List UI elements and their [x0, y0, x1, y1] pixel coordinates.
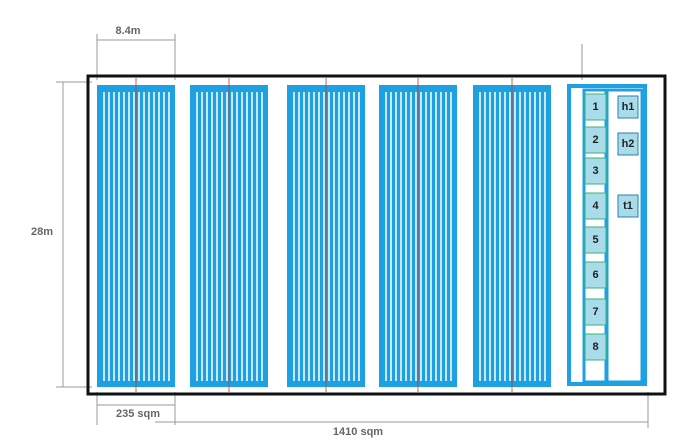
- equipment-box: [617, 132, 639, 156]
- unit-label: 3: [592, 165, 598, 177]
- unit-label: 8: [592, 341, 598, 353]
- unit-box: [584, 226, 607, 254]
- equipment-box: [617, 194, 639, 218]
- unit-label: 2: [592, 134, 598, 146]
- bay-area-label: 235 sqm: [116, 408, 160, 420]
- unit-box: [584, 93, 607, 121]
- equipment: t1: [617, 194, 639, 218]
- building-outline: [86, 74, 667, 396]
- unit-box: [584, 333, 607, 361]
- unit: 6: [584, 261, 607, 289]
- dimension-lines: [56, 34, 649, 428]
- boxes: 1 2 3 4 5 6 7 8 h1 h2 t1: [584, 93, 639, 361]
- unit-box: [584, 298, 607, 326]
- unit-label: 6: [592, 269, 598, 281]
- unit-label: 5: [592, 234, 598, 246]
- unit-box: [584, 261, 607, 289]
- equipment-box: [617, 95, 639, 119]
- unit-box: [584, 157, 607, 185]
- equipment-column: [605, 88, 644, 384]
- unit-label: 4: [592, 200, 599, 212]
- unit: 1: [584, 93, 607, 121]
- service-bay: [567, 84, 647, 386]
- unit-label: 7: [592, 306, 598, 318]
- unit-label: 1: [592, 101, 598, 113]
- equipment: h1: [617, 95, 639, 119]
- equipment: h2: [617, 132, 639, 156]
- unit: 4: [584, 192, 607, 220]
- equipment-label: h1: [622, 101, 635, 113]
- unit: 8: [584, 333, 607, 361]
- bays: [97, 78, 551, 392]
- unit: 3: [584, 157, 607, 185]
- total-area-label: 1410 sqm: [333, 426, 383, 438]
- equipment-label: t1: [623, 200, 633, 212]
- unit: 5: [584, 226, 607, 254]
- unit-box: [584, 192, 607, 220]
- unit: 2: [584, 126, 607, 154]
- equipment-label: h2: [622, 138, 635, 150]
- bay-width-label: 8.4m: [115, 25, 140, 37]
- unit-box: [584, 126, 607, 154]
- unit: 7: [584, 298, 607, 326]
- height-label: 28m: [31, 226, 53, 238]
